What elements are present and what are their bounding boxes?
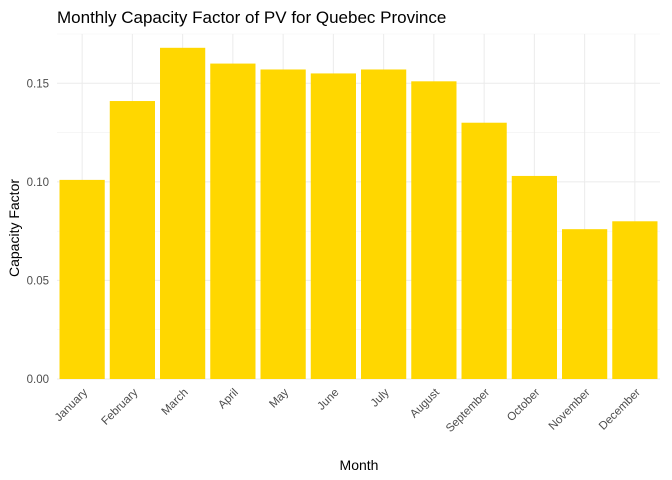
x-tick-label: August	[408, 386, 442, 420]
bar-november	[562, 229, 608, 379]
x-tick-label: June	[315, 387, 341, 413]
x-tick-label: September	[444, 387, 492, 435]
x-tick-label: March	[160, 387, 191, 418]
x-tick-label: October	[505, 387, 543, 425]
x-tick-label: April	[216, 387, 241, 412]
bar-march	[160, 47, 206, 380]
x-tick-label: December	[597, 387, 643, 433]
bar-may	[260, 69, 306, 379]
y-tick-label: 0.15	[27, 78, 49, 90]
bar-april	[210, 63, 256, 379]
bar-january	[59, 179, 105, 379]
x-axis-ticks: January February March April May June July Augu…	[53, 386, 643, 435]
bar-june	[310, 73, 356, 379]
x-axis-title: Month	[340, 457, 379, 473]
bar-february	[109, 101, 155, 380]
x-tick-label: November	[547, 387, 593, 433]
bar-october	[511, 175, 557, 379]
y-tick-label: 0.00	[27, 374, 49, 386]
bar-december	[612, 221, 658, 379]
y-axis-title: Capacity Factor	[6, 179, 22, 277]
chart-title: Monthly Capacity Factor of PV for Quebec…	[57, 8, 446, 27]
x-tick-label: May	[267, 386, 291, 410]
x-tick-label: January	[53, 386, 91, 424]
bar-august	[411, 81, 457, 380]
x-tick-label: July	[369, 386, 392, 409]
x-tick-label: February	[99, 386, 140, 427]
y-axis-ticks: 0.00 0.05 0.10 0.15	[27, 78, 49, 386]
bars	[59, 47, 658, 380]
bar-july	[361, 69, 407, 379]
y-tick-label: 0.10	[27, 177, 49, 189]
bar-september	[461, 122, 507, 379]
y-tick-label: 0.05	[27, 275, 49, 287]
